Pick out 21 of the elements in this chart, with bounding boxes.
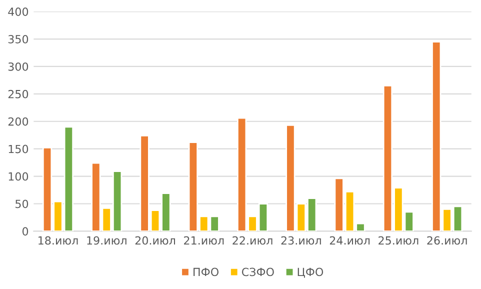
x-tick-label: 26.июл [427,236,467,245]
x-tick-label: 19.июл [87,236,126,245]
y-tick-label: 150 [8,144,28,154]
x-tick-label: 21.июл [184,236,224,245]
y-tick-label: 0 [22,227,28,236]
y-tick-label: 300 [8,62,28,71]
x-tick-label: 22.июл [232,236,272,245]
legend-label: ПФО [194,268,218,276]
x-tick-label: 23.июл [281,236,321,245]
x-tick-label: 20.июл [135,236,176,245]
x-tick-label: 18.июл [38,236,78,245]
y-tick-label: 350 [8,34,28,44]
y-tick-label: 400 [8,8,28,16]
x-tick-label: 24.июл [330,236,370,245]
legend-label: СЗФО [242,268,274,276]
y-tick-label: 250 [8,90,28,98]
y-tick-label: 100 [8,172,28,181]
y-tick-label: 200 [8,117,28,126]
legend-label: ЦФО [298,268,324,278]
y-tick-label: 50 [16,200,28,208]
x-tick-label: 25.июл [378,236,418,245]
